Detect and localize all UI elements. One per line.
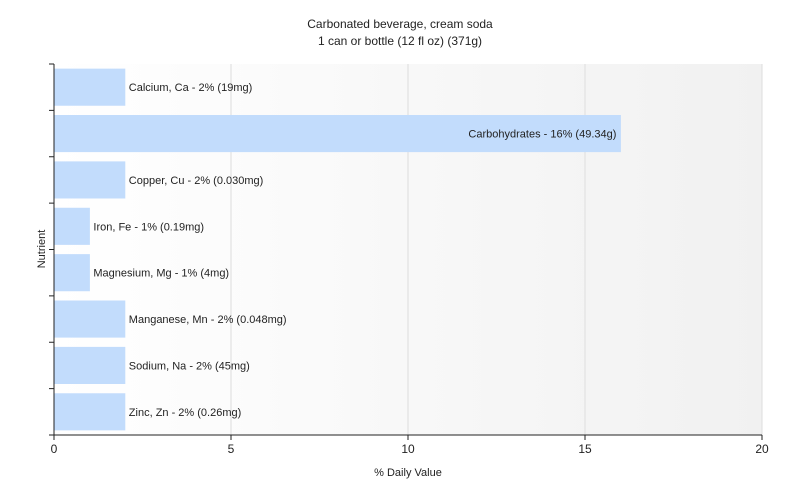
bar-label: Magnesium, Mg - 1% (4mg) xyxy=(93,268,229,280)
bar-label: Iron, Fe - 1% (0.19mg) xyxy=(93,221,204,233)
y-axis-title: Nutrient xyxy=(36,230,48,269)
bar-label: Calcium, Ca - 2% (19mg) xyxy=(129,82,252,94)
bar-label: Copper, Cu - 2% (0.030mg) xyxy=(129,175,264,187)
bar xyxy=(54,115,621,153)
bar-label: Manganese, Mn - 2% (0.048mg) xyxy=(129,314,287,326)
bar xyxy=(54,161,126,199)
bar xyxy=(54,207,90,245)
x-axis-title: % Daily Value xyxy=(374,467,442,479)
bars: Calcium, Ca - 2% (19mg) Carbohydrates - 1… xyxy=(54,68,621,431)
bar xyxy=(54,393,126,431)
axis-ticks: 0 5 10 15 20 xyxy=(49,63,769,456)
x-tick-label: 10 xyxy=(401,442,415,456)
x-tick-label: 20 xyxy=(755,442,769,456)
chart-subtitle: 1 can or bottle (12 fl oz) (371g) xyxy=(318,34,482,48)
chart-title: Carbonated beverage, cream soda xyxy=(307,17,493,31)
bar xyxy=(54,300,126,338)
x-tick-label: 0 xyxy=(51,442,58,456)
bar xyxy=(54,254,90,292)
x-tick-label: 15 xyxy=(578,442,592,456)
bar xyxy=(54,346,126,384)
bar xyxy=(54,68,126,106)
x-tick-label: 5 xyxy=(228,442,235,456)
bar-label: Sodium, Na - 2% (45mg) xyxy=(129,360,250,372)
bar-label: Zinc, Zn - 2% (0.26mg) xyxy=(129,407,241,419)
bar-label: Carbohydrates - 16% (49.34g) xyxy=(468,129,616,141)
